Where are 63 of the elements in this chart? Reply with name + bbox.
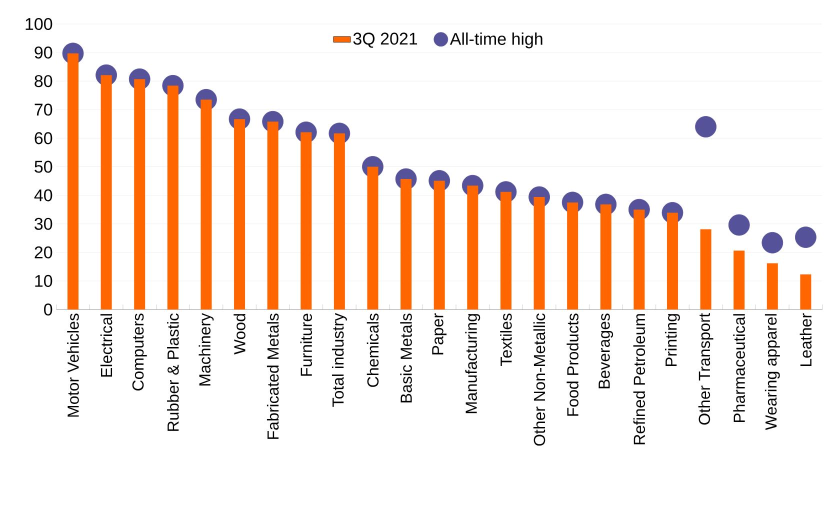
bar	[600, 204, 612, 310]
x-tick-label: Pharmaceutical	[733, 314, 745, 422]
bar	[734, 250, 745, 310]
bar	[100, 75, 112, 310]
y-tick-label: 100	[26, 18, 52, 30]
bar	[500, 192, 512, 310]
point	[695, 116, 716, 138]
point	[795, 226, 816, 248]
y-tick-label: 40	[34, 189, 52, 202]
legend-label: 3Q 2021	[353, 32, 418, 48]
bar	[567, 202, 578, 310]
x-tick-label: Refined Petroleum	[633, 314, 646, 444]
y-tick-label: 80	[34, 75, 52, 88]
x-tick-label: Rubber & Plastic	[167, 313, 179, 431]
x-tick-label: Wood	[234, 314, 246, 354]
bar	[134, 79, 146, 310]
x-tick-label: Textiles	[500, 314, 512, 366]
x-tick-label: Wearing apparel	[764, 314, 780, 430]
bar	[534, 197, 545, 310]
legend-label: All-time high	[450, 32, 542, 48]
x-tick-label: Other Non-Metallic	[533, 313, 546, 446]
bar	[467, 186, 478, 310]
y-tick-label: 70	[34, 104, 52, 116]
y-tick-label: 90	[34, 46, 52, 59]
x-tick-label: Chemicals	[366, 314, 379, 387]
y-tick-label: 20	[34, 246, 52, 258]
bar	[400, 179, 412, 310]
x-tick-label: Fabricated Metals	[266, 314, 279, 439]
x-tick-label: Total industry	[332, 313, 347, 407]
bar	[367, 166, 378, 310]
y-tick-label: 60	[34, 132, 52, 144]
x-tick-label: Food Products	[566, 314, 578, 416]
bar	[267, 122, 278, 310]
y-tick-label: 50	[34, 160, 52, 173]
bar	[200, 100, 212, 310]
bar	[234, 119, 246, 310]
bar	[634, 210, 645, 310]
x-tick-label: Other Transport	[698, 313, 714, 425]
x-tick-label: Leather	[800, 313, 812, 366]
x-tick-label: Furniture	[300, 314, 312, 376]
x-tick-label: Machinery	[198, 313, 214, 386]
bar	[766, 263, 778, 310]
x-tick-label: Printing	[665, 314, 680, 366]
x-tick-label: Electrical	[100, 314, 112, 377]
bar	[68, 53, 78, 310]
y-tick-label: 0	[44, 303, 52, 316]
y-tick-label: 10	[35, 274, 52, 287]
bar	[800, 274, 812, 310]
x-tick-label: Computers	[132, 314, 147, 390]
x-tick-label: Motor Vehicles	[67, 314, 79, 417]
bar	[434, 180, 445, 310]
y-tick-label: 30	[34, 218, 52, 230]
point	[762, 232, 784, 254]
bar	[167, 86, 178, 310]
bar	[334, 133, 345, 310]
x-tick-label: Basic Metals	[400, 314, 412, 402]
point	[728, 214, 750, 236]
bar	[700, 229, 712, 310]
x-tick-label: Paper	[432, 313, 447, 354]
bar	[666, 212, 678, 310]
x-tick-label: Beverages	[598, 314, 614, 388]
x-tick-label: Manufacturing	[465, 314, 480, 414]
bar	[300, 132, 312, 310]
